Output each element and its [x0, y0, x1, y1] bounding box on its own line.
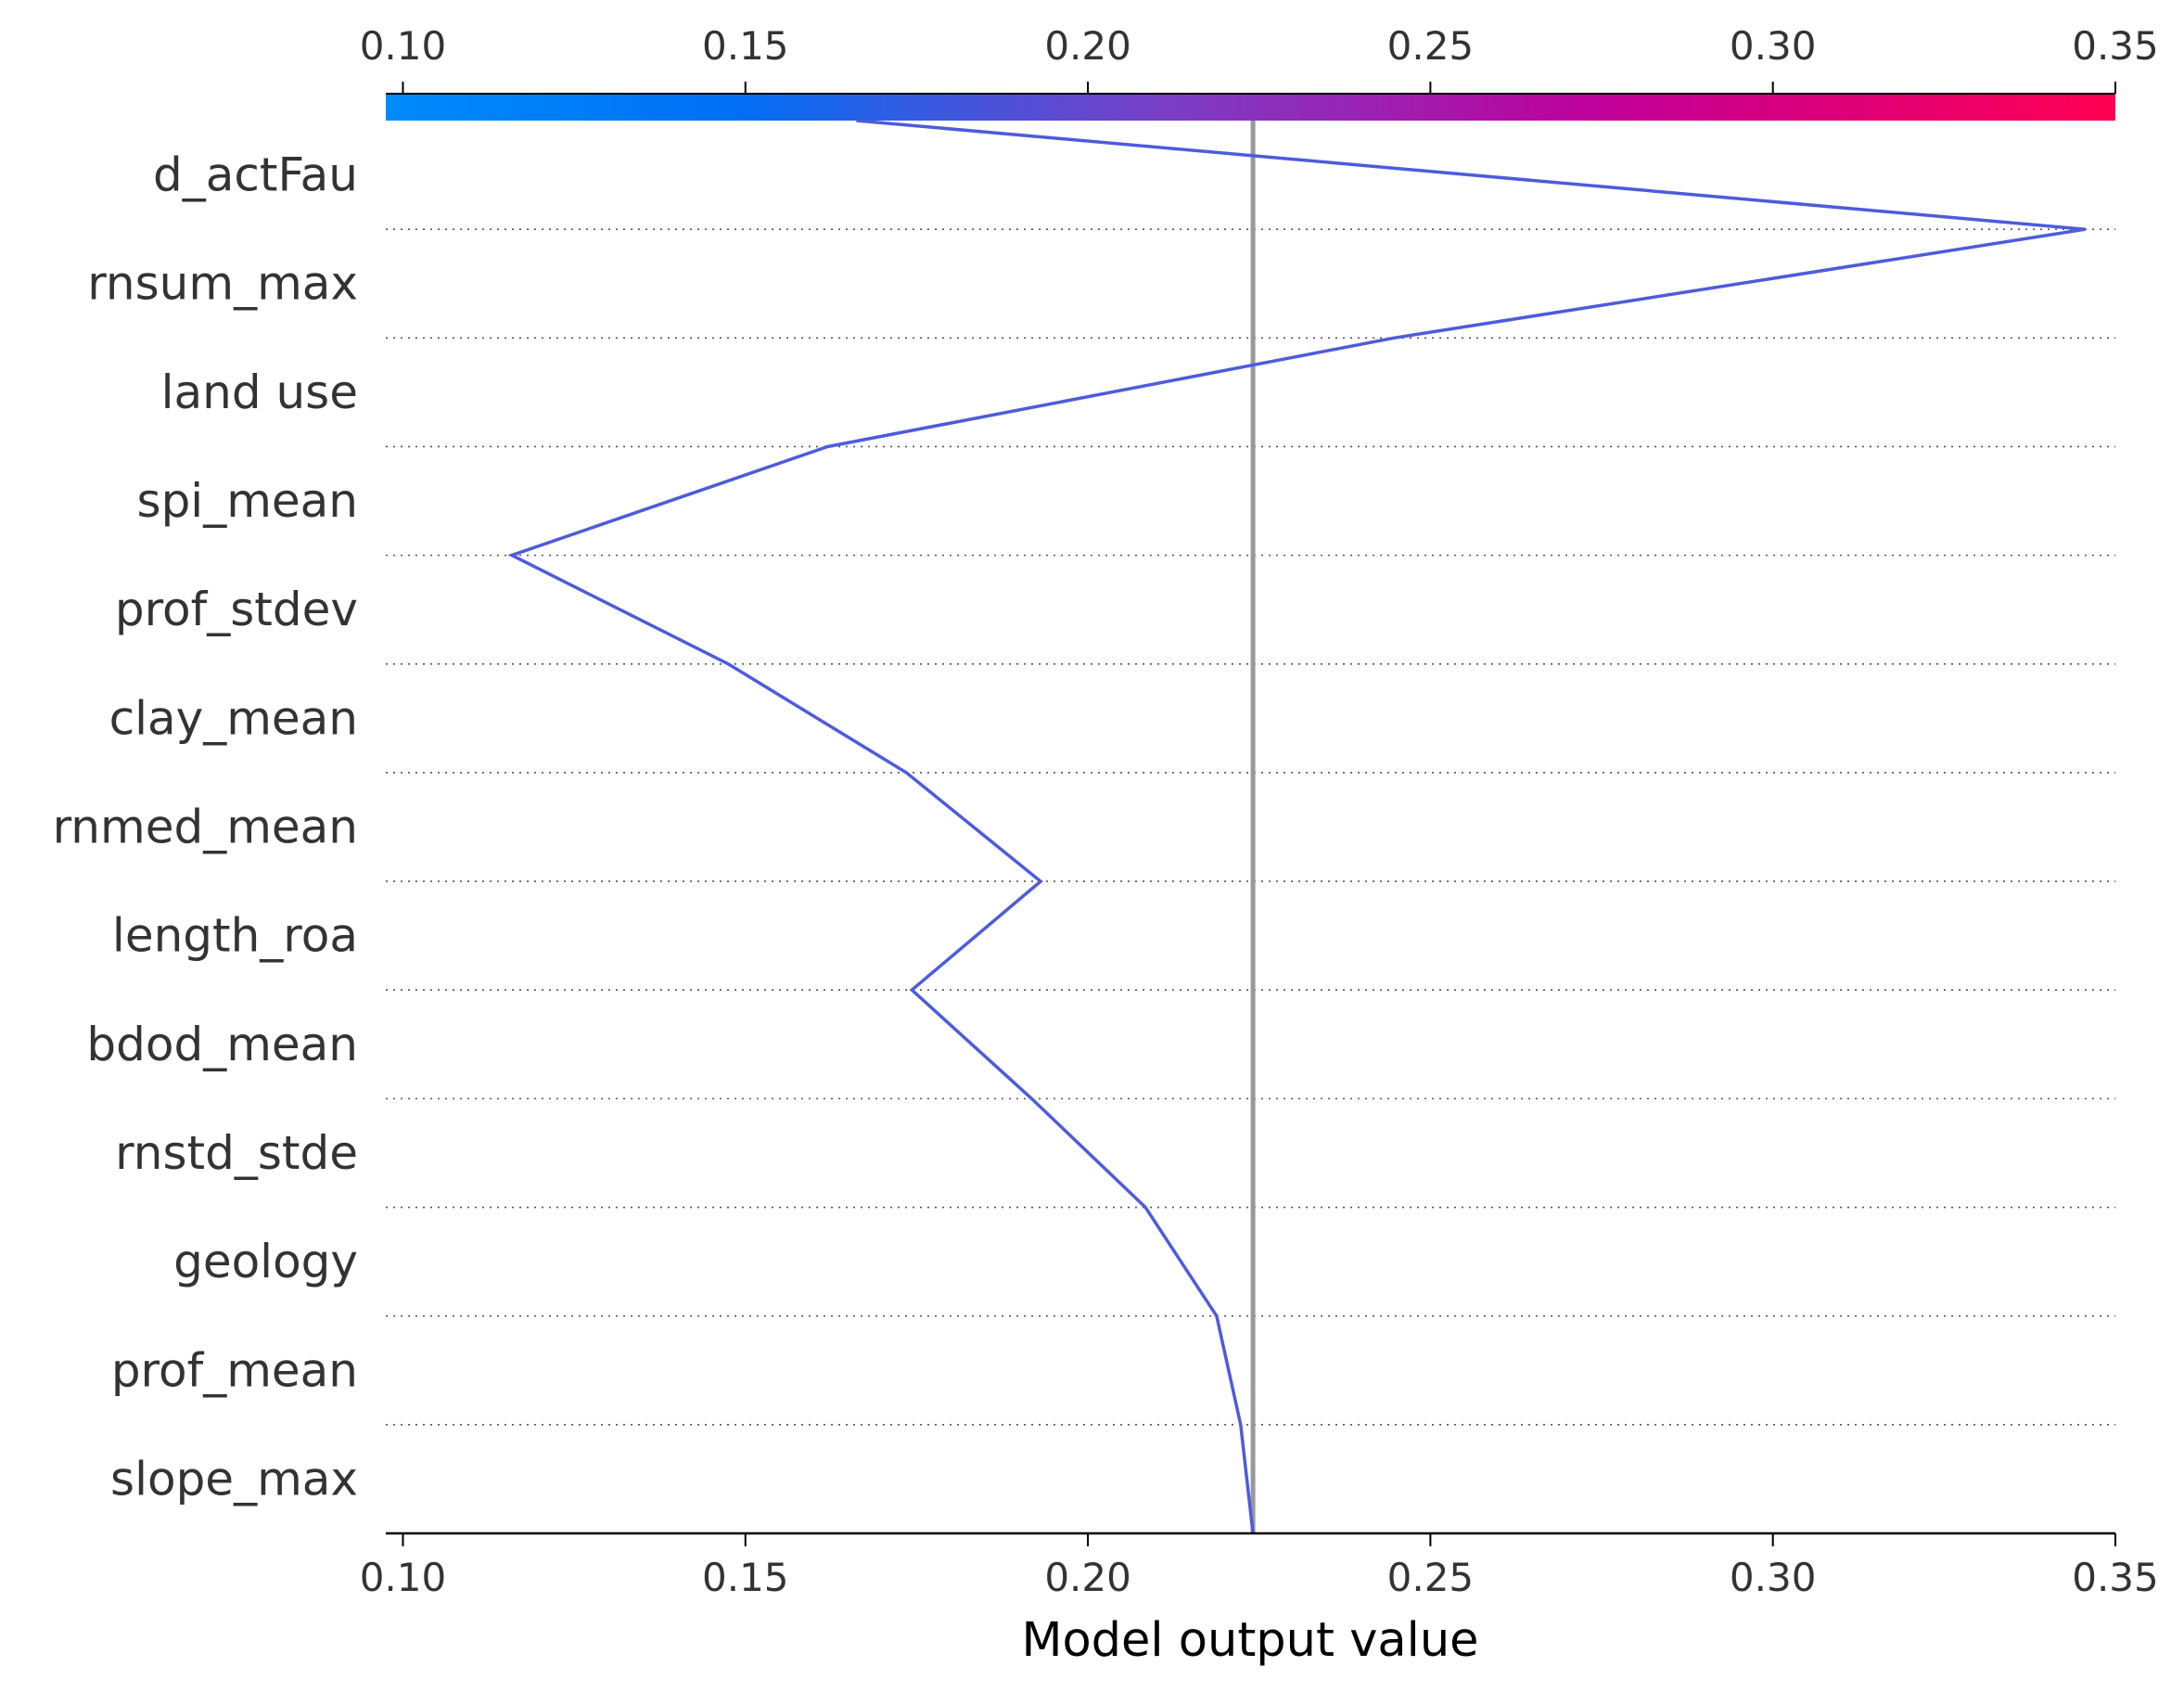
colorbar-tick-label: 0.15 [702, 23, 789, 69]
feature-label: land use [161, 365, 358, 419]
x-tick-label: 0.20 [1044, 1555, 1131, 1600]
feature-label: prof_mean [111, 1343, 358, 1397]
x-tick-label: 0.30 [1730, 1555, 1817, 1600]
x-tick-label: 0.25 [1387, 1555, 1475, 1600]
feature-label: rnmed_mean [53, 801, 358, 854]
feature-label: d_actFau [153, 148, 358, 202]
decision-path-line [507, 119, 2086, 1534]
feature-label: geology [173, 1235, 358, 1288]
decision-path-points [511, 120, 2086, 1534]
x-tick-label: 0.35 [2072, 1555, 2159, 1600]
x-tick-label: 0.15 [702, 1555, 789, 1600]
x-axis-ticks: 0.10 0.15 0.20 0.25 0.30 0.35 [360, 1533, 2159, 1600]
colorbar [386, 94, 2115, 121]
feature-label: slope_max [110, 1452, 358, 1506]
x-axis-title: Model output value [1021, 1613, 1478, 1668]
colorbar-tick-label: 0.25 [1387, 23, 1475, 69]
feature-label: rnstd_stde [115, 1126, 358, 1180]
feature-label: bdod_mean [86, 1018, 358, 1071]
colorbar-tick-label: 0.30 [1730, 23, 1817, 69]
feature-label: length_roa [112, 909, 358, 963]
colorbar-tick-label: 0.20 [1044, 23, 1131, 69]
grid-lines [386, 228, 2115, 1426]
colorbar-tick-label: 0.10 [360, 23, 447, 69]
colorbar-tick-label: 0.35 [2072, 23, 2159, 69]
feature-label: spi_mean [137, 474, 358, 528]
x-tick-label: 0.10 [360, 1555, 447, 1600]
feature-label: prof_stdev [115, 583, 358, 636]
feature-label: rnsum_max [87, 257, 358, 311]
colorbar-ticks: 0.10 0.15 0.20 0.25 0.30 0.35 [360, 23, 2159, 94]
feature-label: clay_mean [109, 691, 358, 745]
